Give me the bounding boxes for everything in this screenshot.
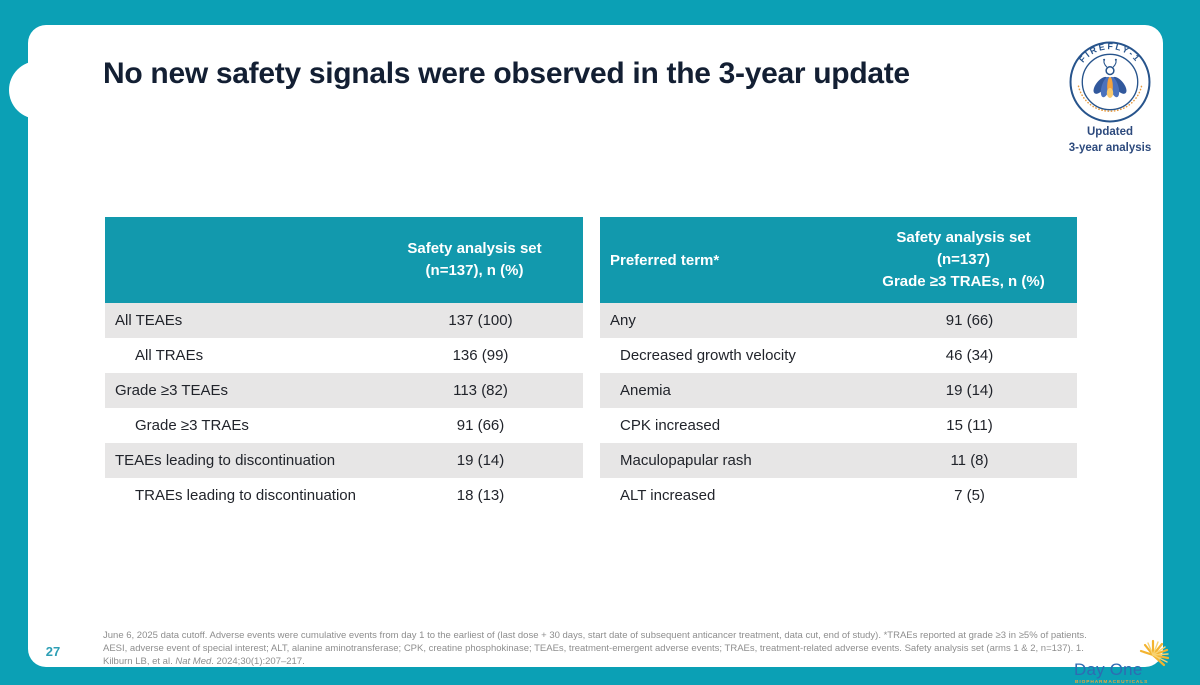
- footnote-citation: Nat Med: [175, 656, 212, 668]
- firefly-icon: [1093, 58, 1127, 98]
- row-label: Maculopapular rash: [620, 452, 752, 469]
- row-label: TEAEs leading to discontinuation: [115, 452, 336, 469]
- page-title: No new safety signals were observed in t…: [103, 57, 910, 90]
- row-value: 91 (66): [456, 417, 505, 434]
- footnote-text: June 6, 2025 data cutoff. Adverse events…: [103, 630, 1087, 668]
- table-row: All TEAEs 137 (100): [105, 303, 583, 338]
- table-row: Decreased growth velocity 46 (34): [600, 338, 1077, 373]
- row-value: 91 (66): [945, 312, 994, 329]
- row-label: Anemia: [620, 382, 671, 399]
- row-label: Any: [610, 312, 636, 329]
- footnote-text-end: . 2024;30(1):207–217.: [211, 656, 305, 668]
- table-row: Any 91 (66): [600, 303, 1077, 338]
- row-label: TRAEs leading to discontinuation: [135, 487, 356, 504]
- table-row: Anemia 19 (14): [600, 373, 1077, 408]
- row-value: 11 (8): [950, 452, 989, 469]
- footnote: June 6, 2025 data cutoff. Adverse events…: [103, 629, 1108, 668]
- row-label: All TEAEs: [115, 312, 183, 329]
- brand-subtitle: BIOPHARMACEUTICALS: [1075, 680, 1149, 685]
- badge-caption-line2: 3-year analysis: [1068, 141, 1152, 154]
- brand-name: Day One: [1074, 660, 1143, 679]
- badge-caption-line1: Updated: [1087, 126, 1133, 138]
- row-label: ALT increased: [620, 487, 716, 504]
- row-value: 136 (99): [452, 347, 509, 364]
- table-row: Grade ≥3 TEAEs 113 (82): [105, 373, 583, 408]
- sunburst-icon: [1139, 639, 1170, 667]
- header-term-cell: Preferred term*: [610, 251, 720, 269]
- row-value: 113 (82): [453, 382, 508, 399]
- row-label: Decreased growth velocity: [620, 347, 796, 364]
- row-label: Grade ≥3 TRAEs: [135, 417, 249, 434]
- row-value: 19 (14): [456, 452, 505, 469]
- row-label: Grade ≥3 TEAEs: [115, 382, 229, 399]
- firefly-1-badge-icon: FIREFLY-1: [1069, 41, 1151, 123]
- badge-caption: Updated 3-year analysis: [1040, 125, 1180, 156]
- table-row: TRAEs leading to discontinuation 18 (13): [105, 478, 583, 513]
- table-row: Grade ≥3 TRAEs 91 (66): [105, 408, 583, 443]
- row-value: 15 (11): [946, 417, 993, 434]
- preferred-term-table-header: Preferred term* Safety analysis set (n=1…: [600, 217, 1077, 303]
- row-value: 137 (100): [448, 312, 513, 329]
- row-value: 7 (5): [954, 487, 985, 504]
- teae-summary-table-header: Safety analysis set (n=137), n (%): [105, 217, 583, 303]
- table-row: All TRAEs 136 (99): [105, 338, 583, 373]
- day-one-logo: Day One BIOPHARMACEUTICALS: [1070, 634, 1180, 685]
- table-row: CPK increased 15 (11): [600, 408, 1077, 443]
- header-value-cell: Safety analysis set (n=137) Grade ≥3 TRA…: [882, 229, 1045, 290]
- row-value: 18 (13): [456, 487, 505, 504]
- table-row: TEAEs leading to discontinuation 19 (14): [105, 443, 583, 478]
- row-value: 46 (34): [945, 347, 994, 364]
- row-label: All TRAEs: [135, 347, 204, 364]
- teae-summary-table: Safety analysis set (n=137), n (%) All T…: [105, 217, 583, 513]
- preferred-term-table: Preferred term* Safety analysis set (n=1…: [600, 217, 1077, 513]
- slide-body: No new safety signals were observed in t…: [28, 25, 1170, 685]
- header-value-cell: Safety analysis set (n=137), n (%): [407, 240, 542, 279]
- row-label: CPK increased: [620, 417, 721, 434]
- page-number: 27: [45, 644, 61, 659]
- table-row: ALT increased 7 (5): [600, 478, 1077, 513]
- row-value: 19 (14): [945, 382, 994, 399]
- table-row: Maculopapular rash 11 (8): [600, 443, 1077, 478]
